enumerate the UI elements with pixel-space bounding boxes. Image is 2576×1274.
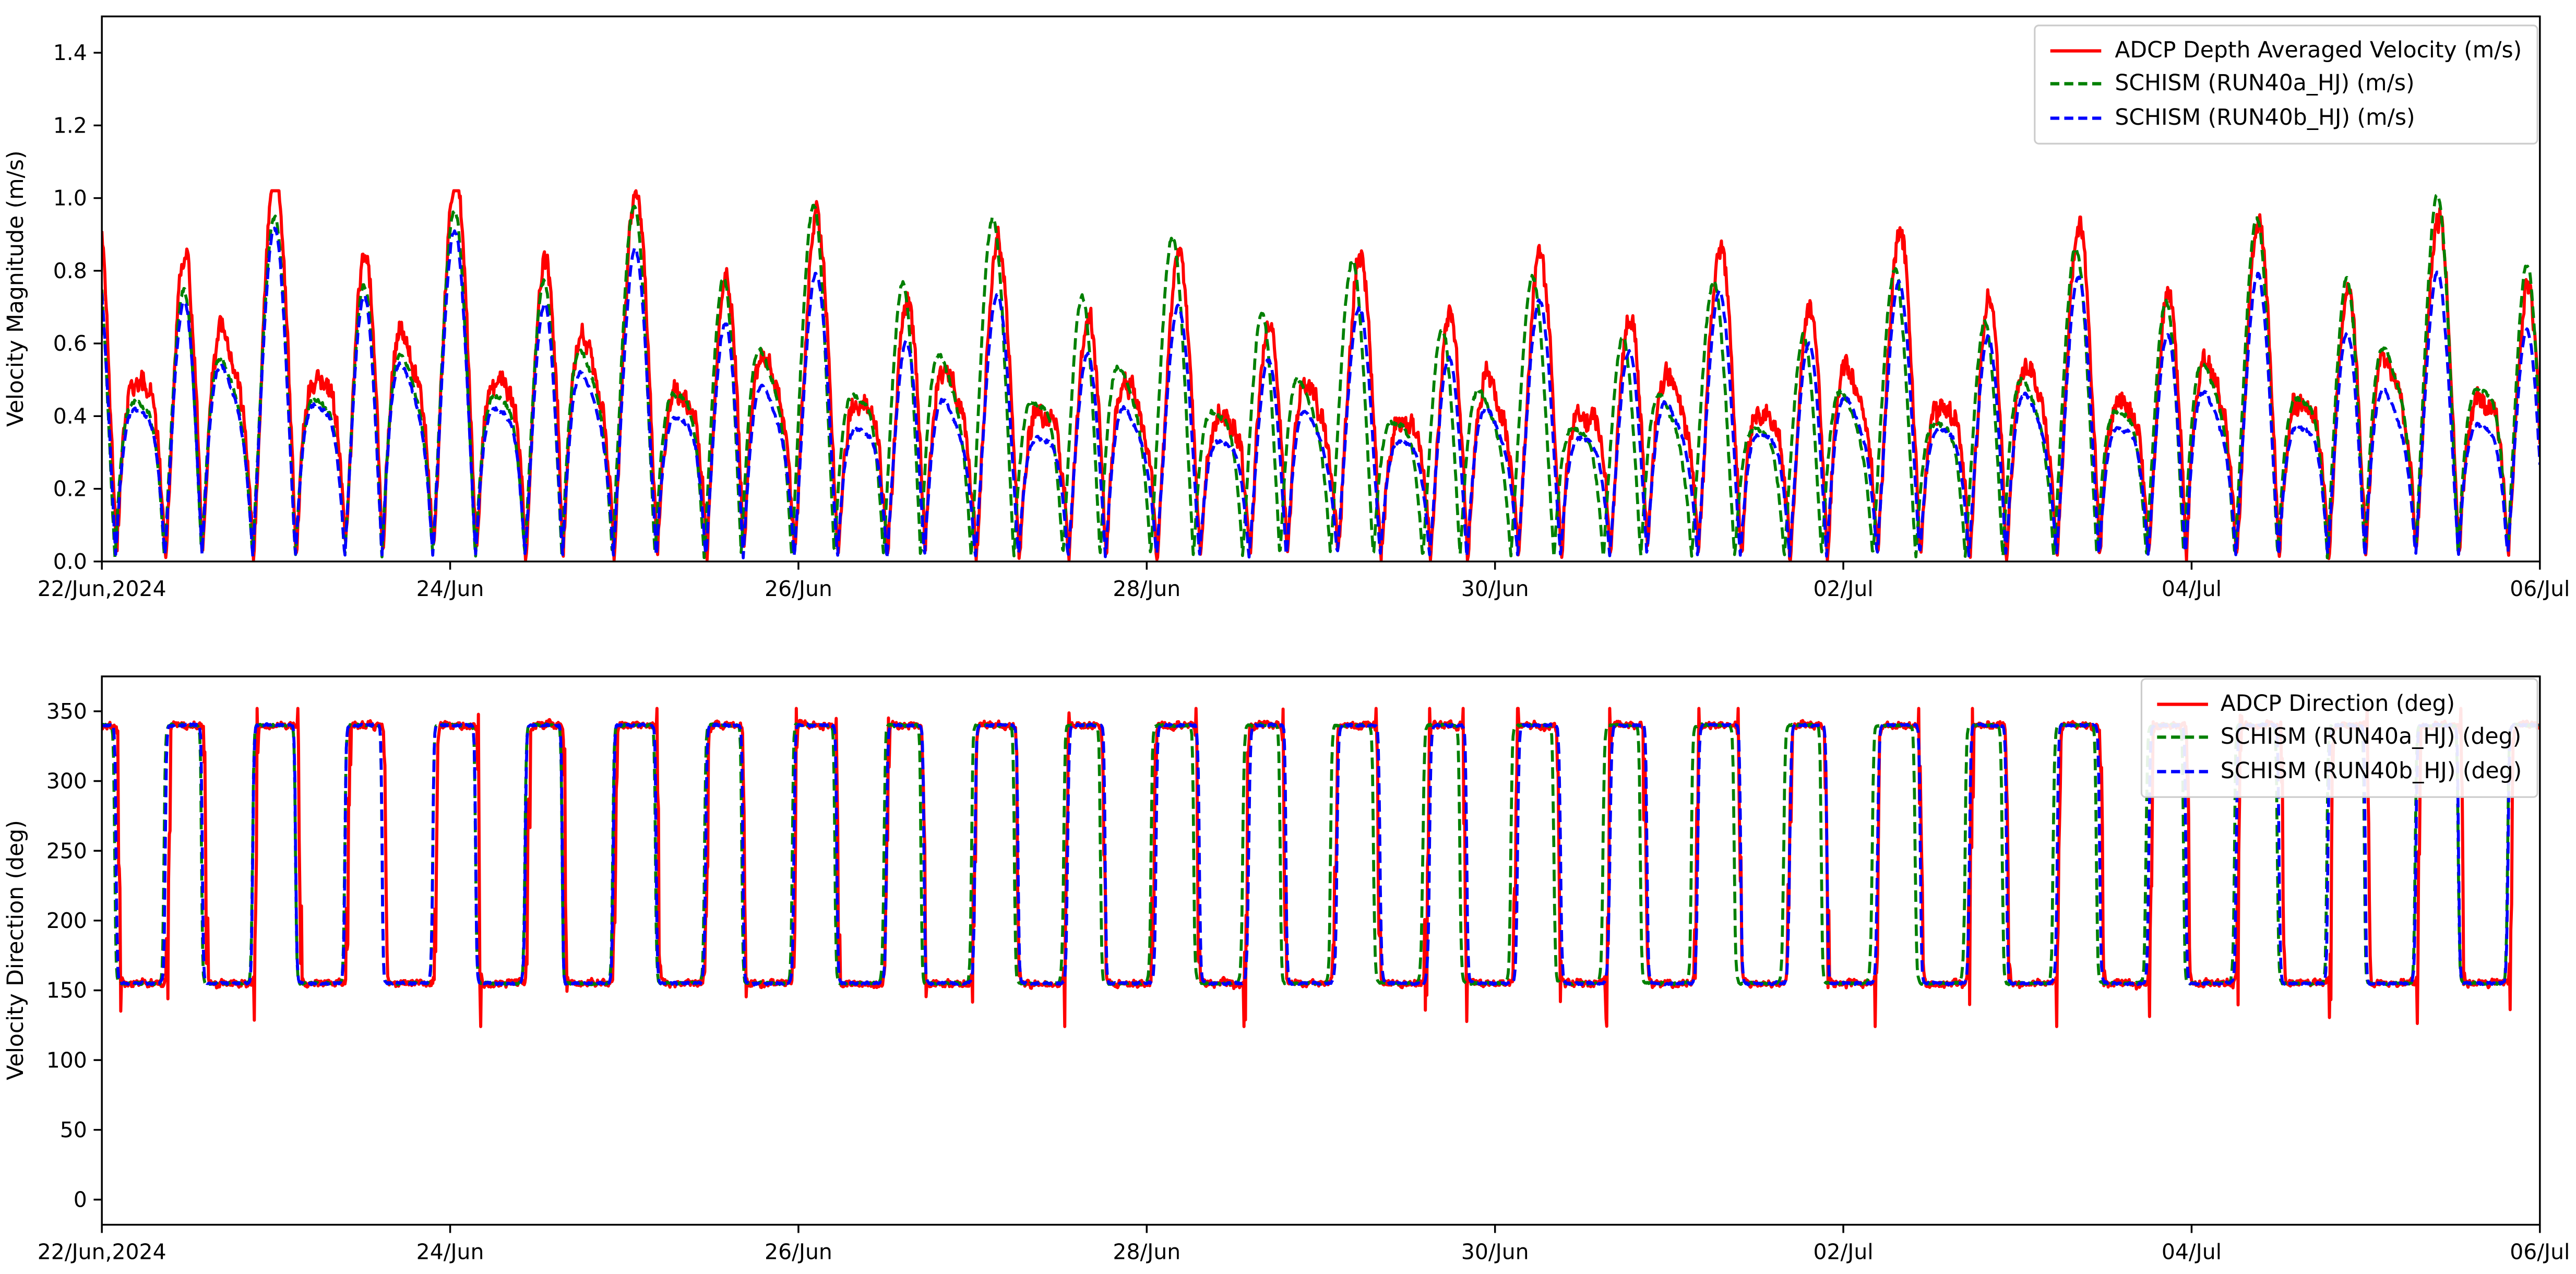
y-tick-label: 350 bbox=[46, 699, 87, 724]
velocity-direction-panel: 0 50 100 150 200 250 300 350 22/Jun,2024 24/Jun 26… bbox=[0, 657, 2576, 1274]
legend-item: ADCP Depth Averaged Velocity (m/s) bbox=[2049, 34, 2522, 68]
x-tick-label: 02/Jul bbox=[1813, 1240, 1873, 1265]
legend-label: SCHISM (RUN40a_HJ) (deg) bbox=[2221, 721, 2522, 755]
y-tick-label: 0.8 bbox=[53, 258, 87, 283]
y-tick-label: 0.4 bbox=[53, 403, 87, 428]
y-tick-label: 50 bbox=[60, 1117, 87, 1142]
legend-line-sample-icon bbox=[2155, 761, 2209, 781]
y-tick-label: 0.2 bbox=[53, 477, 87, 502]
y-tick-label: 250 bbox=[46, 838, 87, 863]
legend-label: ADCP Depth Averaged Velocity (m/s) bbox=[2115, 34, 2522, 68]
x-tick-label: 26/Jun bbox=[765, 1240, 832, 1265]
y-tick-label: 150 bbox=[46, 978, 87, 1003]
x-tick-label: 04/Jul bbox=[2162, 576, 2222, 601]
y-tick-label: 1.0 bbox=[53, 186, 87, 211]
legend-item: SCHISM (RUN40a_HJ) (m/s) bbox=[2049, 68, 2522, 101]
legend-item: SCHISM (RUN40b_HJ) (deg) bbox=[2155, 754, 2522, 788]
legend-line-sample-icon bbox=[2049, 108, 2103, 127]
y-tick-label: 0.0 bbox=[53, 549, 87, 574]
magnitude-y-axis-label: Velocity Magnitude (m/s) bbox=[3, 16, 33, 561]
velocity-magnitude-panel: 0.0 0.2 0.4 0.6 0.8 1.0 1.2 1.4 22/Jun,2024 24/Ju… bbox=[0, 0, 2576, 611]
velocity-direction-y-axis: 0 50 100 150 200 250 300 350 bbox=[46, 699, 102, 1212]
velocity-magnitude-y-axis: 0.0 0.2 0.4 0.6 0.8 1.0 1.2 1.4 bbox=[53, 40, 102, 574]
direction-y-axis-label: Velocity Direction (deg) bbox=[3, 676, 33, 1225]
x-tick-label: 30/Jun bbox=[1461, 1240, 1529, 1265]
legend-item: SCHISM (RUN40a_HJ) (deg) bbox=[2155, 721, 2522, 755]
x-tick-label: 26/Jun bbox=[765, 576, 832, 601]
legend-label: SCHISM (RUN40b_HJ) (deg) bbox=[2221, 754, 2522, 788]
legend-line-sample-icon bbox=[2049, 41, 2103, 61]
x-tick-label: 28/Jun bbox=[1113, 576, 1180, 601]
x-tick-label: 22/Jun,2024 bbox=[38, 1240, 166, 1265]
x-tick-label: 02/Jul bbox=[1813, 576, 1873, 601]
velocity-direction-x-axis: 22/Jun,2024 24/Jun 26/Jun 28/Jun 30/Jun 02/Ju… bbox=[38, 1225, 2570, 1265]
legend-label: SCHISM (RUN40a_HJ) (m/s) bbox=[2115, 68, 2414, 101]
magnitude-legend: ADCP Depth Averaged Velocity (m/s)SCHISM… bbox=[2034, 25, 2538, 144]
x-tick-label: 24/Jun bbox=[416, 576, 484, 601]
legend-label: ADCP Direction (deg) bbox=[2221, 688, 2455, 721]
x-tick-label: 04/Jul bbox=[2162, 1240, 2222, 1265]
velocity-magnitude-series-group bbox=[102, 191, 2540, 560]
y-tick-label: 300 bbox=[46, 769, 87, 794]
y-tick-label: 1.2 bbox=[53, 113, 87, 138]
y-tick-label: 100 bbox=[46, 1047, 87, 1073]
y-tick-label: 200 bbox=[46, 908, 87, 933]
x-tick-label: 22/Jun,2024 bbox=[38, 576, 166, 601]
x-tick-label: 06/Jul bbox=[2510, 576, 2570, 601]
legend-line-sample-icon bbox=[2049, 75, 2103, 94]
legend-label: SCHISM (RUN40b_HJ) (m/s) bbox=[2115, 101, 2415, 134]
legend-item: SCHISM (RUN40b_HJ) (m/s) bbox=[2049, 101, 2522, 134]
y-tick-label: 0.6 bbox=[53, 331, 87, 356]
y-tick-label: 1.4 bbox=[53, 40, 87, 65]
x-tick-label: 28/Jun bbox=[1113, 1240, 1180, 1265]
x-tick-label: 06/Jul bbox=[2510, 1240, 2570, 1265]
figure: 0.0 0.2 0.4 0.6 0.8 1.0 1.2 1.4 22/Jun,2024 24/Ju… bbox=[0, 0, 2576, 1274]
legend-line-sample-icon bbox=[2155, 728, 2209, 748]
x-tick-label: 24/Jun bbox=[416, 1240, 484, 1265]
legend-line-sample-icon bbox=[2155, 695, 2209, 715]
velocity-magnitude-x-axis: 22/Jun,2024 24/Jun 26/Jun 28/Jun 30/Jun 02/Ju… bbox=[38, 562, 2570, 601]
direction-legend: ADCP Direction (deg)SCHISM (RUN40a_HJ) (… bbox=[2140, 678, 2538, 797]
y-tick-label: 0 bbox=[74, 1187, 87, 1212]
x-tick-label: 30/Jun bbox=[1461, 576, 1529, 601]
legend-item: ADCP Direction (deg) bbox=[2155, 688, 2522, 721]
